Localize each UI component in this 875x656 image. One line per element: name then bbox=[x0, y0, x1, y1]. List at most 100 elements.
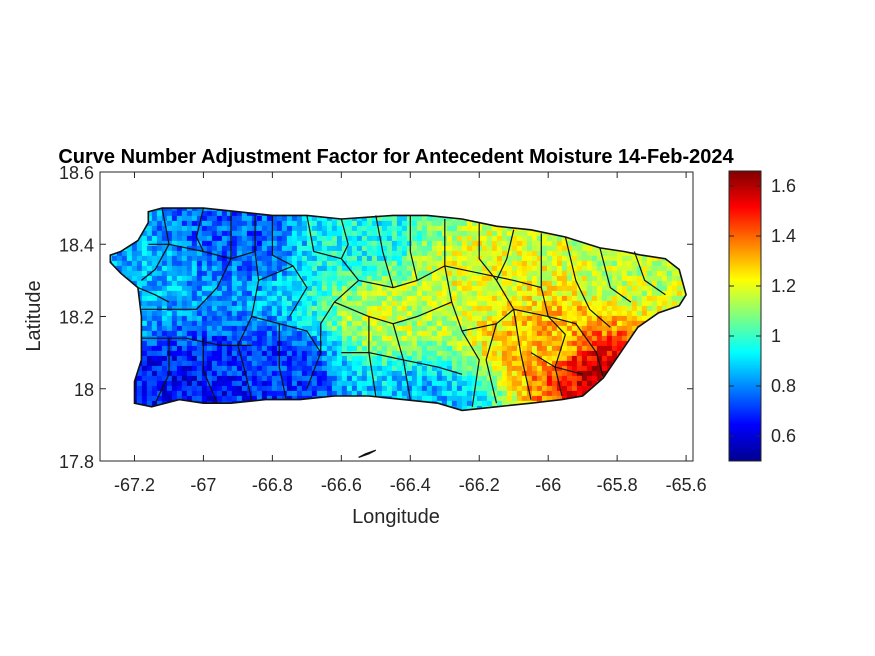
moisture-cell bbox=[266, 275, 273, 282]
moisture-cell bbox=[381, 370, 388, 377]
moisture-cell bbox=[321, 375, 328, 382]
moisture-cell bbox=[466, 220, 473, 227]
moisture-cell bbox=[376, 215, 383, 222]
moisture-cell bbox=[216, 315, 223, 322]
moisture-cell bbox=[496, 240, 503, 247]
moisture-cell bbox=[221, 285, 228, 292]
moisture-cell bbox=[156, 310, 163, 317]
moisture-cell bbox=[251, 395, 258, 402]
moisture-cell bbox=[526, 330, 533, 337]
moisture-cell bbox=[416, 225, 423, 232]
moisture-cell bbox=[221, 280, 228, 287]
moisture-cell bbox=[471, 370, 478, 377]
moisture-cell bbox=[156, 210, 163, 217]
moisture-cell bbox=[186, 305, 193, 312]
moisture-cell bbox=[546, 265, 553, 272]
moisture-cell bbox=[141, 305, 148, 312]
moisture-cell bbox=[121, 250, 128, 257]
moisture-cell bbox=[271, 310, 278, 317]
moisture-cell bbox=[506, 230, 513, 237]
moisture-cell bbox=[281, 385, 288, 392]
moisture-cell bbox=[111, 260, 118, 267]
moisture-cell bbox=[456, 295, 463, 302]
moisture-cell bbox=[211, 240, 218, 247]
moisture-cell bbox=[186, 355, 193, 362]
moisture-cell bbox=[451, 390, 458, 397]
moisture-cell bbox=[371, 320, 378, 327]
moisture-cell bbox=[181, 375, 188, 382]
moisture-cell bbox=[411, 360, 418, 367]
moisture-cell bbox=[501, 235, 508, 242]
moisture-cell bbox=[356, 365, 363, 372]
moisture-cell bbox=[151, 210, 158, 217]
moisture-cell bbox=[236, 235, 243, 242]
moisture-cell bbox=[326, 375, 333, 382]
moisture-cell bbox=[246, 350, 253, 357]
moisture-cell bbox=[541, 245, 548, 252]
moisture-cell bbox=[491, 375, 498, 382]
moisture-cell bbox=[141, 310, 148, 317]
moisture-cell bbox=[436, 280, 443, 287]
moisture-cell bbox=[406, 385, 413, 392]
moisture-cell bbox=[356, 265, 363, 272]
moisture-cell bbox=[136, 365, 143, 372]
moisture-cell bbox=[546, 235, 553, 242]
moisture-cell bbox=[146, 240, 153, 247]
moisture-cell bbox=[596, 370, 603, 377]
moisture-cell bbox=[321, 390, 328, 397]
moisture-cell bbox=[326, 385, 333, 392]
moisture-cell bbox=[281, 350, 288, 357]
moisture-cell bbox=[206, 385, 213, 392]
moisture-cell bbox=[566, 315, 573, 322]
moisture-cell bbox=[326, 260, 333, 267]
moisture-cell bbox=[146, 265, 153, 272]
moisture-cell bbox=[511, 345, 518, 352]
moisture-cell bbox=[176, 350, 183, 357]
moisture-cell bbox=[526, 320, 533, 327]
moisture-cell bbox=[331, 320, 338, 327]
moisture-cell bbox=[386, 330, 393, 337]
moisture-cell bbox=[291, 295, 298, 302]
moisture-cell bbox=[451, 385, 458, 392]
moisture-cell bbox=[426, 240, 433, 247]
moisture-cell bbox=[556, 275, 563, 282]
moisture-cell bbox=[341, 225, 348, 232]
moisture-cell bbox=[176, 390, 183, 397]
moisture-cell bbox=[306, 330, 313, 337]
moisture-cell bbox=[516, 245, 523, 252]
moisture-cell bbox=[346, 360, 353, 367]
moisture-cell bbox=[471, 375, 478, 382]
moisture-cell bbox=[181, 345, 188, 352]
moisture-cell bbox=[186, 395, 193, 402]
moisture-cell bbox=[516, 270, 523, 277]
moisture-cell bbox=[166, 240, 173, 247]
moisture-cell bbox=[361, 360, 368, 367]
moisture-cell bbox=[606, 350, 613, 357]
moisture-cell bbox=[176, 215, 183, 222]
moisture-cell bbox=[446, 400, 453, 407]
moisture-cell bbox=[616, 255, 623, 262]
moisture-cell bbox=[141, 350, 148, 357]
moisture-cell bbox=[191, 260, 198, 267]
moisture-cell bbox=[286, 335, 293, 342]
moisture-cell bbox=[176, 375, 183, 382]
moisture-cell bbox=[281, 265, 288, 272]
moisture-cell bbox=[511, 390, 518, 397]
moisture-cell bbox=[351, 355, 358, 362]
moisture-cell bbox=[536, 310, 543, 317]
moisture-cell bbox=[361, 220, 368, 227]
moisture-cell bbox=[521, 290, 528, 297]
moisture-cell bbox=[571, 300, 578, 307]
moisture-cell bbox=[611, 350, 618, 357]
moisture-cell bbox=[166, 250, 173, 257]
moisture-cell bbox=[486, 285, 493, 292]
moisture-cell bbox=[331, 265, 338, 272]
moisture-cell bbox=[561, 370, 568, 377]
moisture-cell bbox=[361, 235, 368, 242]
moisture-cell bbox=[221, 260, 228, 267]
moisture-cell bbox=[141, 320, 148, 327]
moisture-cell bbox=[571, 330, 578, 337]
moisture-cell bbox=[496, 355, 503, 362]
moisture-cell bbox=[446, 235, 453, 242]
moisture-cell bbox=[231, 310, 238, 317]
